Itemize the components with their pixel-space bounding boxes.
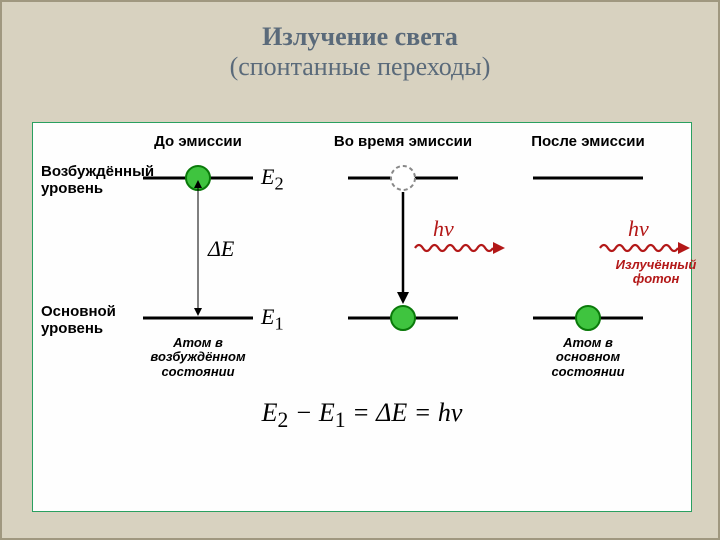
diagram-frame: До эмиссии Во время эмиссии После эмисси…: [32, 122, 692, 512]
title-line2: (спонтанные переходы): [2, 52, 718, 82]
title-line1: Излучение света: [2, 22, 718, 52]
diagram-svg: [33, 123, 693, 513]
